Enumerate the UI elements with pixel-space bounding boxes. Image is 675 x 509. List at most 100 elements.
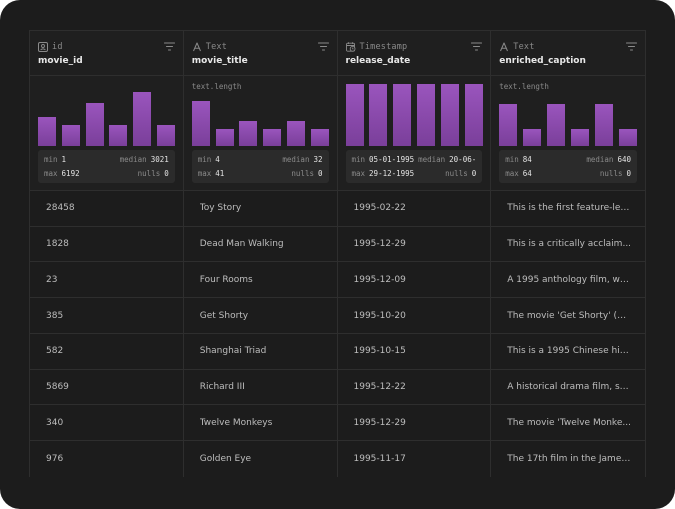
stats-box: min 4 median 32 max 41 nulls 0 bbox=[191, 149, 329, 183]
table-cell[interactable]: Twelve Monkeys bbox=[183, 405, 337, 442]
histogram bbox=[345, 83, 483, 146]
table-cell[interactable]: 1995-10-15 bbox=[337, 334, 491, 370]
table-cell[interactable]: Golden Eye bbox=[199, 454, 252, 465]
data-table: id movie_id min 1 median 3021 max 6192 null… bbox=[29, 30, 646, 477]
table-cell[interactable]: A historical drama film, sp... bbox=[491, 370, 645, 406]
stat-max-label: max bbox=[44, 168, 58, 178]
stat-nulls-label: nulls bbox=[445, 168, 468, 178]
table-cell[interactable]: 1828 bbox=[30, 227, 183, 263]
column-name: movie_id bbox=[38, 56, 83, 66]
stat-min-label: min bbox=[505, 155, 519, 165]
column-name: movie_title bbox=[191, 56, 248, 66]
table-cell[interactable]: 5869 bbox=[30, 370, 183, 406]
histogram bbox=[38, 84, 175, 146]
histogram bbox=[499, 84, 638, 146]
column-summary: min 1 median 3021 max 6192 nulls 0 bbox=[30, 75, 183, 191]
table-cell[interactable]: A 1995 anthology film, whi... bbox=[491, 262, 645, 299]
histogram-bar bbox=[263, 128, 282, 146]
table-cell[interactable]: Dead Man Walking bbox=[183, 227, 337, 263]
stat-nulls-label: nulls bbox=[599, 168, 623, 178]
table-cell[interactable]: 1995-12-29 bbox=[337, 405, 491, 442]
stat-nulls-label: nulls bbox=[291, 168, 314, 178]
stat-median-value: 640 bbox=[617, 155, 631, 165]
table-cell[interactable]: Four Rooms bbox=[183, 262, 337, 299]
stat-median-value: 3021 bbox=[150, 155, 169, 165]
column-summary: text.length min 84 median 640 max 64 nulls 0 bbox=[491, 75, 645, 191]
histogram-bar bbox=[286, 120, 305, 146]
filter-icon[interactable] bbox=[471, 42, 483, 51]
stat-min-value: 4 bbox=[215, 155, 220, 165]
histogram-bar bbox=[38, 116, 56, 146]
table-cell[interactable]: 1995-11-17 bbox=[353, 454, 406, 465]
filter-icon[interactable] bbox=[626, 42, 637, 51]
id-card-icon bbox=[38, 42, 48, 52]
stat-nulls-value: 0 bbox=[626, 168, 631, 178]
filter-icon[interactable] bbox=[163, 42, 175, 51]
table-cell[interactable]: Toy Story bbox=[183, 191, 337, 227]
column-release-date: Timestamp release_date min 05-01-1995 med… bbox=[337, 30, 492, 477]
histogram-label: text.length bbox=[499, 81, 549, 91]
column-header[interactable]: Timestamp release_date bbox=[337, 30, 491, 76]
histogram-bar bbox=[499, 103, 518, 146]
stat-median-label: median bbox=[282, 155, 310, 165]
table-cell[interactable]: 1995-10-20 bbox=[337, 298, 491, 334]
column-movie-title: Text movie_title text.length min 4 median… bbox=[183, 30, 338, 477]
stat-median-label: median bbox=[119, 155, 147, 165]
histogram-bar bbox=[440, 83, 459, 146]
stat-min-value: 1 bbox=[61, 155, 67, 165]
table-cell[interactable]: This is the first feature-len... bbox=[491, 191, 645, 227]
stat-min-label: min bbox=[351, 155, 366, 165]
column-header[interactable]: Text movie_title bbox=[183, 30, 337, 76]
histogram-bar bbox=[345, 83, 364, 146]
column-header[interactable]: Text enriched_caption bbox=[491, 30, 645, 76]
table-cell[interactable]: 1995-12-29 bbox=[337, 227, 491, 263]
table-cell[interactable]: Richard III bbox=[183, 370, 337, 406]
stat-min-label: min bbox=[197, 155, 212, 165]
histogram-bar bbox=[464, 83, 483, 146]
column-header[interactable]: id movie_id bbox=[30, 30, 183, 76]
filter-icon[interactable] bbox=[317, 42, 329, 51]
stat-median-value: 32 bbox=[313, 155, 323, 165]
histogram-bar bbox=[393, 83, 412, 146]
table-cell[interactable]: 340 bbox=[30, 405, 183, 442]
stats-box: min 84 median 640 max 64 nulls 0 bbox=[499, 149, 637, 183]
column-type-label: Text bbox=[513, 42, 535, 52]
histogram-bar bbox=[61, 124, 80, 146]
table-cell[interactable]: 582 bbox=[30, 334, 183, 370]
column-enriched-caption: Text enriched_caption text.length min 84 … bbox=[491, 30, 645, 477]
stat-min-label: min bbox=[44, 155, 58, 165]
stat-nulls-value: 0 bbox=[471, 168, 477, 178]
table-cell[interactable]: This is a 1995 Chinese hist... bbox=[491, 334, 645, 370]
stats-box: min 05-01-1995 median 20-06- max 29-12-1995… bbox=[345, 149, 483, 183]
histogram-bar bbox=[215, 128, 234, 146]
table-cell[interactable]: 23 bbox=[30, 262, 183, 299]
stat-max-value: 6192 bbox=[61, 168, 80, 178]
table-cell[interactable]: Get Shorty bbox=[183, 298, 337, 334]
table-cell[interactable]: 976 bbox=[46, 454, 64, 465]
text-a-icon bbox=[500, 42, 509, 52]
histogram-bar bbox=[571, 128, 590, 146]
table-cell[interactable]: The 17th film in the James... bbox=[507, 454, 632, 465]
table-cell[interactable]: 1995-12-09 bbox=[337, 262, 491, 299]
table-cell[interactable]: This is a critically acclaim... bbox=[491, 227, 645, 263]
stat-max-value: 29-12-1995 bbox=[369, 168, 415, 178]
table-cell[interactable]: Shanghai Triad bbox=[183, 334, 337, 370]
stat-nulls-label: nulls bbox=[137, 168, 161, 178]
column-type-label: Text bbox=[205, 42, 228, 52]
histogram-bar bbox=[85, 102, 104, 146]
table-cell[interactable]: 1995-02-22 bbox=[337, 191, 491, 227]
stat-max-label: max bbox=[505, 168, 519, 178]
column-name: release_date bbox=[345, 56, 411, 66]
column-type-label: Timestamp bbox=[359, 42, 408, 52]
stat-nulls-value: 0 bbox=[317, 168, 323, 178]
text-a-icon bbox=[192, 42, 201, 52]
calendar-clock-icon bbox=[345, 42, 355, 52]
table-cell[interactable]: The movie 'Get Shorty' (19... bbox=[491, 298, 645, 334]
stat-min-value: 05-01-1995 bbox=[369, 155, 415, 165]
table-cell[interactable]: The movie 'Twelve Monke... bbox=[491, 405, 645, 442]
table-cell[interactable]: 1995-12-22 bbox=[337, 370, 491, 406]
stat-max-label: max bbox=[351, 168, 366, 178]
table-cell[interactable]: 28458 bbox=[30, 191, 183, 227]
table-cell[interactable]: 385 bbox=[30, 298, 183, 334]
